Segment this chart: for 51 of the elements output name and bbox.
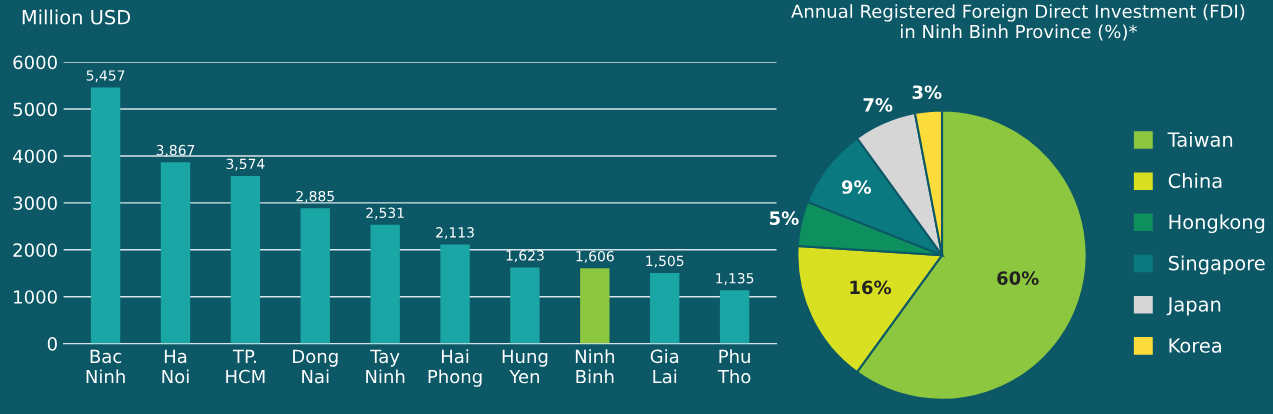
legend-label: Singapore bbox=[1168, 255, 1265, 275]
data-label: 2,113 bbox=[436, 227, 474, 240]
data-label: 1,623 bbox=[506, 250, 544, 263]
legend-label: Japan bbox=[1166, 297, 1221, 316]
x-tick-label: Phu Tho bbox=[717, 349, 751, 384]
x-tick-label: Hai Phong bbox=[428, 349, 482, 387]
x-tick-label: Dong Nai bbox=[293, 349, 338, 384]
x-tick-label: Hung Yen bbox=[502, 349, 548, 384]
data-label: 1,505 bbox=[646, 255, 684, 268]
x-tick-label: Ninh Binh bbox=[575, 349, 614, 384]
bar bbox=[580, 268, 610, 344]
bar bbox=[230, 175, 261, 344]
x-tick-label: Bac Ninh bbox=[86, 349, 125, 384]
x-tick-label: Ha Noi bbox=[162, 349, 189, 384]
y-tick-label: 2000 bbox=[13, 243, 57, 257]
legend-label: Korea bbox=[1169, 338, 1221, 353]
bar bbox=[440, 244, 470, 344]
data-label: 2,885 bbox=[296, 190, 334, 203]
chart-title: Annual Registered Foreign Direct Investment (FDI) in Ninh Binh Province (%)* bbox=[791, 4, 1245, 41]
data-label: 5,457 bbox=[86, 70, 125, 83]
y-tick-label: 6000 bbox=[13, 55, 57, 70]
legend-label: Hongkong bbox=[1169, 214, 1265, 234]
bar bbox=[90, 87, 121, 344]
bar bbox=[300, 208, 330, 344]
legend-label: Taiwan bbox=[1167, 131, 1233, 147]
bar bbox=[160, 162, 191, 344]
bar bbox=[719, 290, 750, 344]
data-label: 9% bbox=[841, 180, 872, 194]
x-tick-label: Gia Lai bbox=[650, 349, 679, 384]
y-tick-label: 1000 bbox=[14, 290, 57, 304]
data-label: 3,574 bbox=[226, 158, 265, 171]
data-label: 7% bbox=[863, 98, 893, 112]
data-label: 3,867 bbox=[156, 144, 195, 157]
x-tick-label: Tay Ninh bbox=[366, 349, 405, 384]
legend-label: China bbox=[1168, 173, 1222, 189]
bar bbox=[510, 267, 540, 344]
data-label: 2,531 bbox=[366, 207, 404, 220]
data-label: 5% bbox=[769, 211, 799, 226]
y-tick-label: 5000 bbox=[13, 102, 57, 117]
data-label: 3% bbox=[912, 85, 942, 100]
bar bbox=[370, 224, 400, 344]
x-tick-label: TP. HCM bbox=[226, 349, 265, 384]
bar bbox=[650, 273, 680, 344]
data-label: 1,135 bbox=[716, 273, 754, 285]
y-tick-label: 3000 bbox=[13, 196, 57, 210]
data-label: 1,606 bbox=[576, 250, 614, 263]
data-label: 16% bbox=[850, 280, 892, 295]
y-tick-label: 4000 bbox=[13, 149, 57, 164]
data-label: 60% bbox=[997, 271, 1039, 285]
y-tick-label: 0 bbox=[47, 337, 57, 351]
y-axis-title: Million USD bbox=[22, 9, 131, 25]
